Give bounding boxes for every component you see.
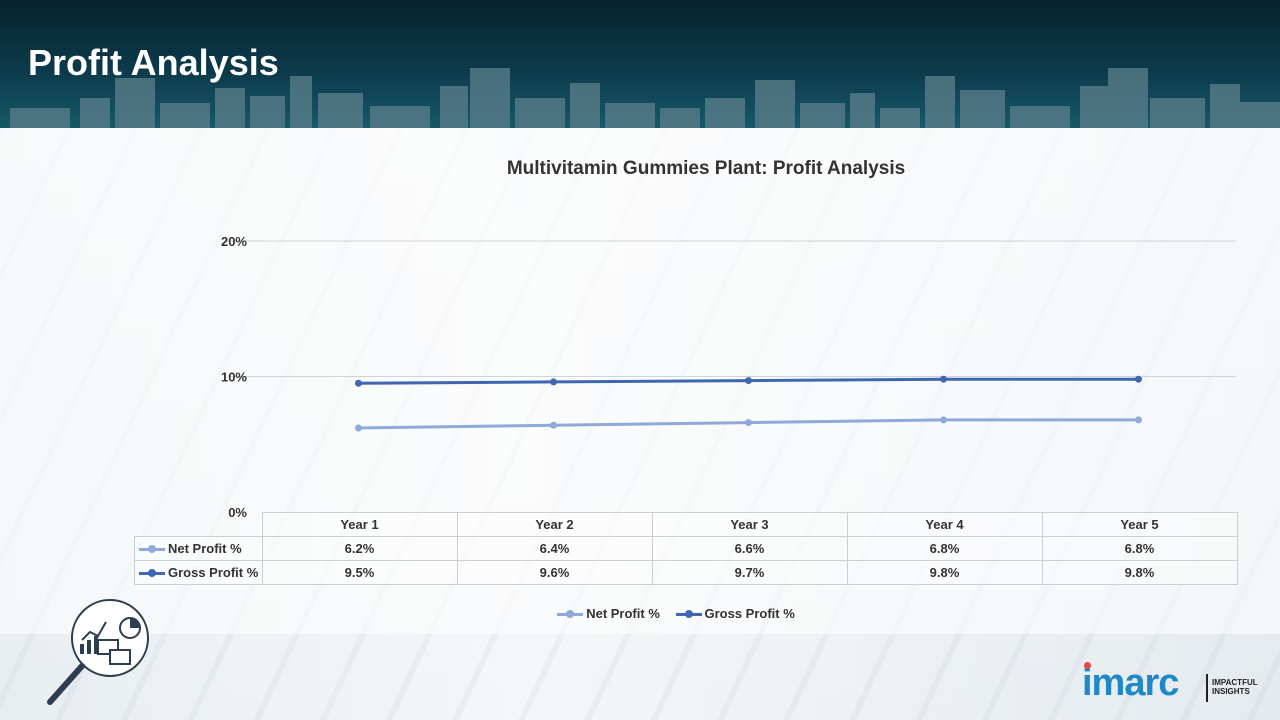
legend-label-gross-profit: Gross Profit % [704,606,795,621]
table-header-row: Year 1 Year 2 Year 3 Year 4 Year 5 [134,512,1238,537]
logo-wordmark: imarc [1082,662,1179,704]
table-header-year-2: Year 2 [456,512,653,537]
data-point-gross-profit [1135,375,1142,383]
table-cell-net-y5: 6.8% [1041,536,1238,561]
chart-data-table: Year 1 Year 2 Year 3 Year 4 Year 5 Net P… [134,512,1238,585]
chart-legend: Net Profit % Gross Profit % [36,606,1280,621]
table-header-year-5: Year 5 [1041,512,1238,537]
table-header-year-3: Year 3 [651,512,848,537]
data-point-gross-profit [550,378,557,386]
net-profit-line-icon [139,545,165,554]
table-rowhead-gross-profit-label: Gross Profit % [168,565,259,580]
gross-profit-line-icon [139,569,165,578]
table-row-net-profit: Net Profit % 6.2% 6.4% 6.6% 6.8% 6.8% [134,536,1238,561]
chart-title: Multivitamin Gummies Plant: Profit Analy… [506,158,906,179]
data-point-net-profit [940,416,947,424]
legend-label-net-profit: Net Profit % [586,606,660,621]
legend-item-gross-profit: Gross Profit % [675,606,795,621]
table-cell-gross-y3: 9.7% [651,560,848,585]
table-rowhead-net-profit-label: Net Profit % [168,541,242,556]
y-tick-label: 20% [221,234,247,249]
legend-item-net-profit: Net Profit % [557,606,663,621]
table-rowhead-net-profit: Net Profit % [134,536,263,561]
data-point-gross-profit [355,379,362,387]
logo-dot-icon [1084,662,1091,669]
data-point-gross-profit [745,377,752,385]
y-tick-label: 10% [221,370,247,385]
table-header-year-1: Year 1 [261,512,458,537]
table-cell-gross-y4: 9.8% [846,560,1043,585]
logo-separator [1206,674,1208,702]
table-cell-net-y3: 6.6% [651,536,848,561]
data-point-gross-profit [940,375,947,383]
header-banner: Profit Analysis [0,0,1280,128]
table-cell-gross-y5: 9.8% [1041,560,1238,585]
table-header-year-4: Year 4 [846,512,1043,537]
table-cell-gross-y2: 9.6% [456,560,653,585]
data-point-net-profit [1135,416,1142,424]
table-rowhead-gross-profit: Gross Profit % [134,560,263,585]
table-cell-gross-y1: 9.5% [261,560,458,585]
slide-title: Profit Analysis [28,42,279,83]
data-point-net-profit [745,419,752,427]
table-cell-net-y2: 6.4% [456,536,653,561]
gross-profit-legend-icon [675,610,702,619]
imarc-logo: imarc IMPACTFUL INSIGHTS [1082,658,1262,706]
table-cell-net-y1: 6.2% [261,536,458,561]
data-point-net-profit [550,421,557,429]
net-profit-legend-icon [557,610,584,619]
table-cell-net-y4: 6.8% [846,536,1043,561]
city-skyline-graphic [10,68,1280,128]
data-point-net-profit [355,424,362,432]
logo-tagline: IMPACTFUL INSIGHTS [1212,678,1258,696]
table-row-gross-profit: Gross Profit % 9.5% 9.6% 9.7% 9.8% 9.8% [134,560,1238,585]
analysis-magnifier-icon [47,599,149,705]
